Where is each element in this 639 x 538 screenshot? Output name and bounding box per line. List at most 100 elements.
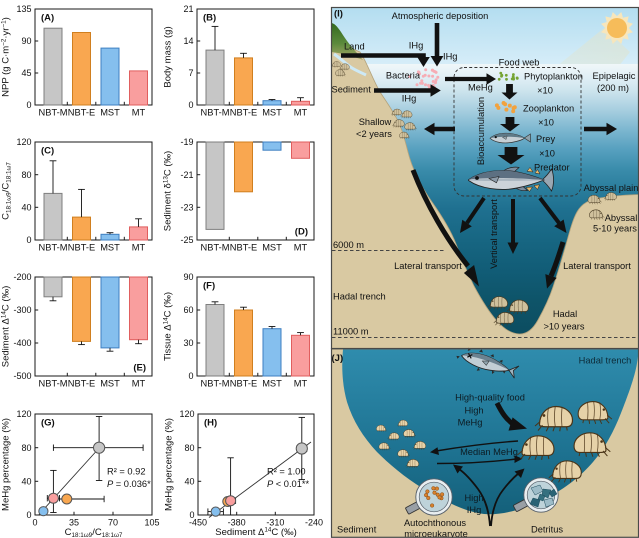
svg-text:(D): (D): [295, 227, 308, 238]
svg-text:Abyssal: Abyssal: [605, 213, 638, 223]
svg-text:P = 0.036*: P = 0.036*: [107, 479, 151, 489]
svg-text:High: High: [464, 406, 483, 416]
svg-text:-500: -500: [13, 371, 31, 381]
svg-text:Hadal: Hadal: [553, 309, 577, 319]
svg-text:-300: -300: [13, 305, 31, 315]
svg-text:70: 70: [108, 518, 118, 528]
svg-text:Phytoplankton: Phytoplankton: [524, 72, 583, 82]
svg-text:21: 21: [183, 4, 193, 14]
svg-text:-23: -23: [180, 203, 193, 213]
svg-text:Zooplankton: Zooplankton: [523, 104, 574, 114]
svg-text:MT: MT: [294, 243, 308, 253]
svg-text:7: 7: [188, 68, 193, 78]
svg-text:-380: -380: [228, 518, 246, 528]
svg-text:45: 45: [21, 68, 31, 78]
svg-text:IHg: IHg: [409, 41, 423, 51]
svg-text:NBT-E: NBT-E: [68, 379, 95, 389]
svg-text:Sediment δ13 C (‰): Sediment δ13 C (‰): [162, 151, 173, 231]
svg-text:(B): (B): [203, 13, 216, 24]
svg-text:-400: -400: [13, 338, 31, 348]
svg-text:60: 60: [183, 305, 193, 315]
svg-text:40: 40: [21, 477, 31, 487]
svg-text:IHg: IHg: [402, 94, 416, 104]
svg-text:R² = 0.92: R² = 0.92: [107, 467, 146, 477]
svg-text:Sediment Δ14 C (‰): Sediment Δ14 C (‰): [0, 286, 11, 368]
svg-text:90: 90: [183, 272, 193, 282]
svg-text:-25: -25: [180, 235, 193, 245]
svg-text:5-10 years: 5-10 years: [593, 224, 637, 234]
svg-text:Prey: Prey: [536, 134, 555, 144]
svg-text:0: 0: [32, 518, 37, 528]
svg-text:(200 m): (200 m): [597, 83, 629, 93]
svg-text:High-quality food: High-quality food: [455, 393, 525, 403]
svg-text:NBT-M: NBT-M: [39, 379, 68, 389]
svg-text:Land: Land: [344, 42, 365, 52]
svg-text:0: 0: [26, 235, 31, 245]
svg-text:NBT-E: NBT-E: [230, 243, 257, 253]
svg-text:NPP (g C·m−2 ·yr−1 ): NPP (g C·m−2 ·yr−1 ): [0, 17, 11, 97]
svg-text:Abyssal plain: Abyssal plain: [584, 183, 639, 193]
svg-text:(G): (G): [41, 418, 55, 429]
svg-text:NBT-M: NBT-M: [39, 108, 68, 118]
svg-text:MST: MST: [262, 243, 282, 253]
svg-text:11000 m: 11000 m: [333, 327, 369, 337]
svg-text:Shallow: Shallow: [359, 117, 392, 127]
svg-text:Lateral transport: Lateral transport: [394, 261, 462, 271]
svg-text:-310: -310: [266, 518, 284, 528]
svg-text:40: 40: [184, 477, 194, 487]
svg-text:Sediment: Sediment: [332, 85, 372, 95]
svg-text:-200: -200: [13, 272, 31, 282]
svg-text:<2 years: <2 years: [356, 129, 392, 139]
svg-text:Sediment Δ14 C (‰): Sediment Δ14 C (‰): [215, 527, 297, 538]
svg-text:40: 40: [21, 203, 31, 213]
svg-text:Hadal trench: Hadal trench: [579, 356, 632, 366]
svg-text:120: 120: [179, 409, 194, 419]
svg-text:105: 105: [144, 518, 159, 528]
svg-text:High: High: [464, 493, 483, 503]
svg-text:>10 years: >10 years: [543, 322, 584, 332]
svg-text:Lateral transport: Lateral transport: [563, 261, 631, 271]
svg-text:Sediment: Sediment: [337, 525, 377, 535]
svg-text:0: 0: [188, 100, 193, 110]
svg-text:MST: MST: [100, 243, 120, 253]
svg-text:Food web: Food web: [499, 58, 540, 68]
svg-text:Autochthonous: Autochthonous: [404, 518, 466, 528]
svg-text:MST: MST: [262, 108, 282, 118]
svg-text:-240: -240: [305, 518, 323, 528]
svg-text:90: 90: [21, 36, 31, 46]
svg-text:C18:1ω9 /C18:1ω7: C18:1ω9 /C18:1ω7: [65, 527, 123, 538]
svg-text:80: 80: [21, 170, 31, 180]
svg-text:NBT-E: NBT-E: [68, 243, 95, 253]
svg-text:MT: MT: [132, 379, 146, 389]
svg-text:MeHg percentage (%): MeHg percentage (%): [1, 418, 12, 511]
svg-text:MST: MST: [100, 108, 120, 118]
svg-text:14: 14: [183, 36, 193, 46]
svg-text:80: 80: [21, 443, 31, 453]
svg-text:-21: -21: [180, 170, 193, 180]
svg-text:(E): (E): [133, 363, 146, 374]
svg-text:NBT-E: NBT-E: [68, 108, 95, 118]
svg-text:Bioaccumulation: Bioaccumulation: [476, 97, 486, 165]
svg-text:IHg: IHg: [467, 505, 481, 515]
svg-text:(C): (C): [41, 146, 54, 157]
svg-text:NBT-E: NBT-E: [230, 108, 257, 118]
svg-text:microeukaryote: microeukaryote: [404, 529, 468, 538]
svg-text:135: 135: [16, 4, 31, 14]
svg-text:MeHg: MeHg: [458, 418, 483, 428]
svg-text:MT: MT: [294, 379, 308, 389]
svg-text:×10: ×10: [539, 149, 555, 159]
svg-text:120: 120: [16, 409, 31, 419]
svg-text:80: 80: [184, 443, 194, 453]
svg-text:0: 0: [188, 371, 193, 381]
svg-text:Atmospheric deposition: Atmospheric deposition: [392, 11, 489, 21]
svg-text:(I): (I): [334, 9, 343, 20]
svg-text:Epipelagic: Epipelagic: [593, 71, 636, 81]
svg-text:NBT-M: NBT-M: [201, 379, 230, 389]
svg-text:Bacteria: Bacteria: [386, 71, 421, 81]
svg-text:NBT-M: NBT-M: [201, 243, 230, 253]
svg-text:R² = 1.00: R² = 1.00: [267, 467, 306, 477]
svg-text:NBT-E: NBT-E: [230, 379, 257, 389]
svg-text:IHg: IHg: [443, 52, 457, 62]
svg-text:(H): (H): [204, 418, 217, 429]
svg-text:MST: MST: [262, 379, 282, 389]
